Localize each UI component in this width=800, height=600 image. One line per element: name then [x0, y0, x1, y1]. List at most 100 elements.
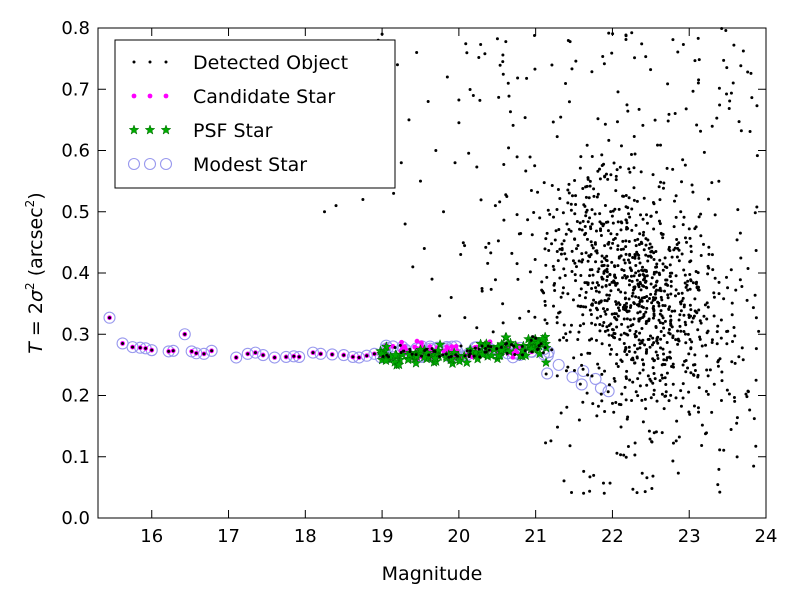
detected-object-marker	[739, 129, 743, 133]
detected-object-marker	[605, 270, 609, 274]
detected-object-marker	[590, 374, 594, 378]
detected-object-marker	[644, 243, 648, 247]
detected-object-marker	[615, 281, 619, 285]
detected-object-marker	[624, 398, 628, 402]
detected-object-marker	[642, 314, 646, 318]
detected-object-marker	[600, 372, 604, 376]
detected-object-marker	[600, 254, 604, 258]
detected-object-marker	[648, 377, 652, 381]
detected-object-marker	[727, 392, 731, 396]
detected-object-marker	[688, 412, 692, 416]
detected-object-marker	[566, 365, 570, 369]
detected-object-marker	[515, 262, 519, 266]
detected-object-marker	[752, 417, 756, 421]
detected-object-marker	[580, 252, 584, 256]
detected-object-marker	[735, 421, 739, 425]
detected-object-marker	[534, 336, 538, 340]
x-axis-label: Magnitude	[382, 563, 483, 585]
detected-object-marker	[652, 358, 656, 362]
detected-object-marker	[662, 407, 666, 411]
detected-object-marker	[599, 300, 603, 304]
detected-object-marker	[342, 353, 346, 357]
detected-object-marker	[543, 247, 547, 251]
detected-object-marker	[614, 302, 618, 306]
psf-star-marker	[540, 356, 552, 368]
detected-object-marker	[584, 231, 588, 235]
detected-object-marker	[651, 173, 655, 177]
detected-object-marker	[600, 264, 604, 268]
detected-object-marker	[610, 312, 614, 316]
detected-object-marker	[581, 367, 585, 371]
detected-object-marker	[574, 265, 578, 269]
detected-object-marker	[606, 328, 610, 332]
detected-object-marker	[679, 404, 683, 408]
detected-object-marker	[574, 194, 578, 198]
detected-object-marker	[681, 43, 685, 47]
detected-object-marker	[696, 271, 700, 275]
detected-object-marker	[703, 303, 707, 307]
detected-object-marker	[677, 259, 681, 263]
detected-object-marker	[626, 325, 630, 329]
detected-object-marker	[323, 210, 327, 214]
detected-object-marker	[686, 288, 690, 292]
detected-object-marker	[626, 109, 630, 113]
detected-object-marker	[546, 208, 550, 212]
detected-object-marker	[558, 196, 562, 200]
detected-object-marker	[719, 318, 723, 322]
detected-object-marker	[594, 300, 598, 304]
detected-object-marker	[502, 218, 506, 222]
detected-object-marker	[594, 306, 598, 310]
detected-object-marker	[616, 244, 620, 248]
detected-object-marker	[523, 116, 527, 120]
detected-object-marker	[596, 404, 600, 408]
detected-object-marker	[672, 248, 676, 252]
detected-object-marker	[655, 353, 659, 357]
detected-object-marker	[622, 258, 626, 262]
detected-object-marker	[641, 269, 645, 273]
detected-object-marker	[602, 162, 606, 166]
detected-object-marker	[574, 279, 578, 283]
detected-object-marker	[647, 297, 651, 301]
detected-object-marker	[550, 242, 554, 246]
detected-object-marker	[620, 268, 624, 272]
detected-object-marker	[604, 284, 608, 288]
detected-object-marker	[623, 261, 627, 265]
detected-object-marker	[550, 63, 554, 67]
detected-object-marker	[602, 62, 606, 66]
detected-object-marker	[637, 338, 641, 342]
psf-star-marker	[454, 355, 465, 366]
detected-object-marker	[654, 284, 658, 288]
detected-object-marker	[632, 198, 636, 202]
x-tick-label: 20	[447, 526, 470, 547]
detected-object-marker	[616, 306, 620, 310]
detected-object-marker	[555, 374, 559, 378]
detected-object-marker	[533, 315, 537, 319]
detected-object-marker	[580, 228, 584, 232]
detected-object-marker	[609, 210, 613, 214]
detected-object-marker	[536, 347, 540, 351]
detected-object-marker	[619, 425, 623, 429]
detected-object-marker	[720, 27, 724, 31]
detected-object-marker	[590, 154, 594, 158]
detected-object-marker	[662, 358, 666, 362]
detected-object-marker	[715, 330, 719, 334]
detected-object-marker	[472, 354, 476, 358]
detected-object-marker	[627, 196, 631, 200]
detected-object-marker	[624, 276, 628, 280]
detected-object-marker	[478, 355, 482, 359]
detected-object-marker	[697, 288, 701, 292]
detected-object-marker	[636, 311, 640, 315]
detected-object-marker	[581, 187, 585, 191]
detected-object-marker	[667, 331, 671, 335]
detected-object-marker	[603, 410, 607, 414]
detected-object-marker	[582, 491, 586, 495]
detected-object-marker	[699, 212, 703, 216]
detected-object-marker	[689, 308, 693, 312]
detected-object-marker	[479, 42, 483, 46]
detected-object-marker	[607, 293, 611, 297]
detected-object-marker	[628, 252, 632, 256]
detected-object-marker	[656, 335, 660, 339]
detected-object-marker	[674, 338, 678, 342]
detected-object-marker	[582, 469, 586, 473]
detected-object-marker	[659, 180, 663, 184]
